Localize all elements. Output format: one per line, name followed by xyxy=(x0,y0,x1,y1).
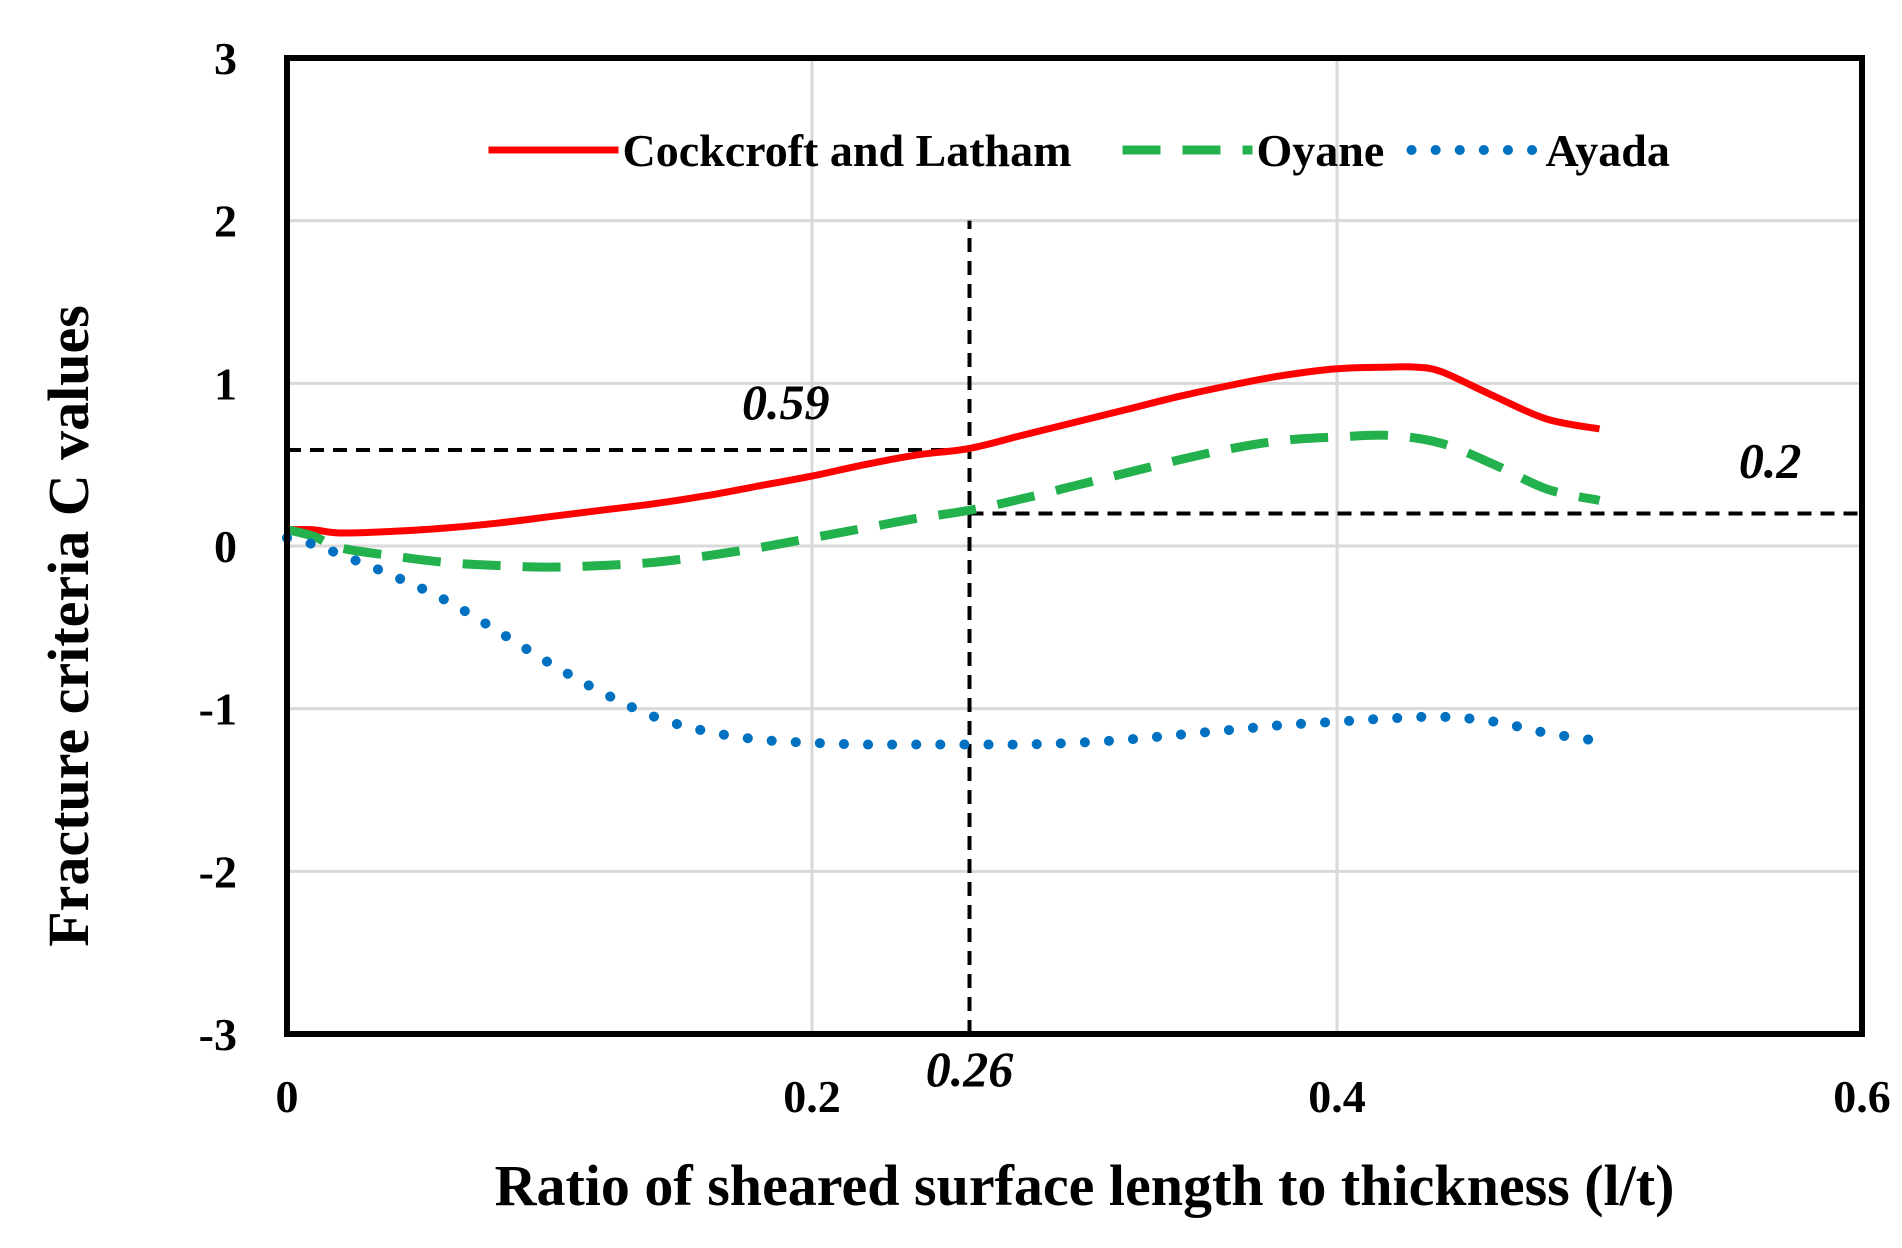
legend-label: Ayada xyxy=(1546,125,1670,176)
y-tick-label: 2 xyxy=(214,196,237,247)
x-axis-title: Ratio of sheared surface length to thick… xyxy=(495,1153,1675,1218)
grid xyxy=(285,56,1864,1036)
annotation-label: 0.2 xyxy=(1739,433,1802,489)
series-line-oyane xyxy=(285,430,1601,572)
series-line-cockcroft-and-latham xyxy=(286,363,1601,537)
tick-labels: -3 -2 -1 0 1 2 3 0 0.2 0.4 0.6 xyxy=(199,33,1891,1122)
series-lines xyxy=(282,363,1605,750)
y-tick-label: 0 xyxy=(214,521,237,572)
y-tick-label: 1 xyxy=(214,358,237,409)
x-tick-label: 0.2 xyxy=(783,1071,841,1122)
x-tick-label: 0.6 xyxy=(1833,1071,1891,1122)
y-tick-label: -3 xyxy=(199,1009,237,1060)
annotation-label: 0.59 xyxy=(742,374,830,430)
y-axis-title: Fracture criteria C values xyxy=(36,305,101,947)
y-tick-label: -2 xyxy=(199,846,237,897)
annotations: 0.59 0.2 0.26 xyxy=(742,374,1801,1097)
legend-label: Oyane xyxy=(1257,125,1385,176)
x-tick-label: 0 xyxy=(276,1071,299,1122)
annotation-label: 0.26 xyxy=(926,1041,1014,1097)
reference-lines xyxy=(287,220,1862,1034)
plot-frame xyxy=(284,55,1865,1037)
y-tick-label: -1 xyxy=(199,684,237,735)
series-line-ayada xyxy=(282,532,1605,750)
legend-label: Cockcroft and Latham xyxy=(623,125,1072,176)
y-tick-label: 3 xyxy=(214,33,237,84)
x-tick-label: 0.4 xyxy=(1308,1071,1366,1122)
legend: Cockcroft and Latham Oyane Ayada xyxy=(488,125,1670,176)
